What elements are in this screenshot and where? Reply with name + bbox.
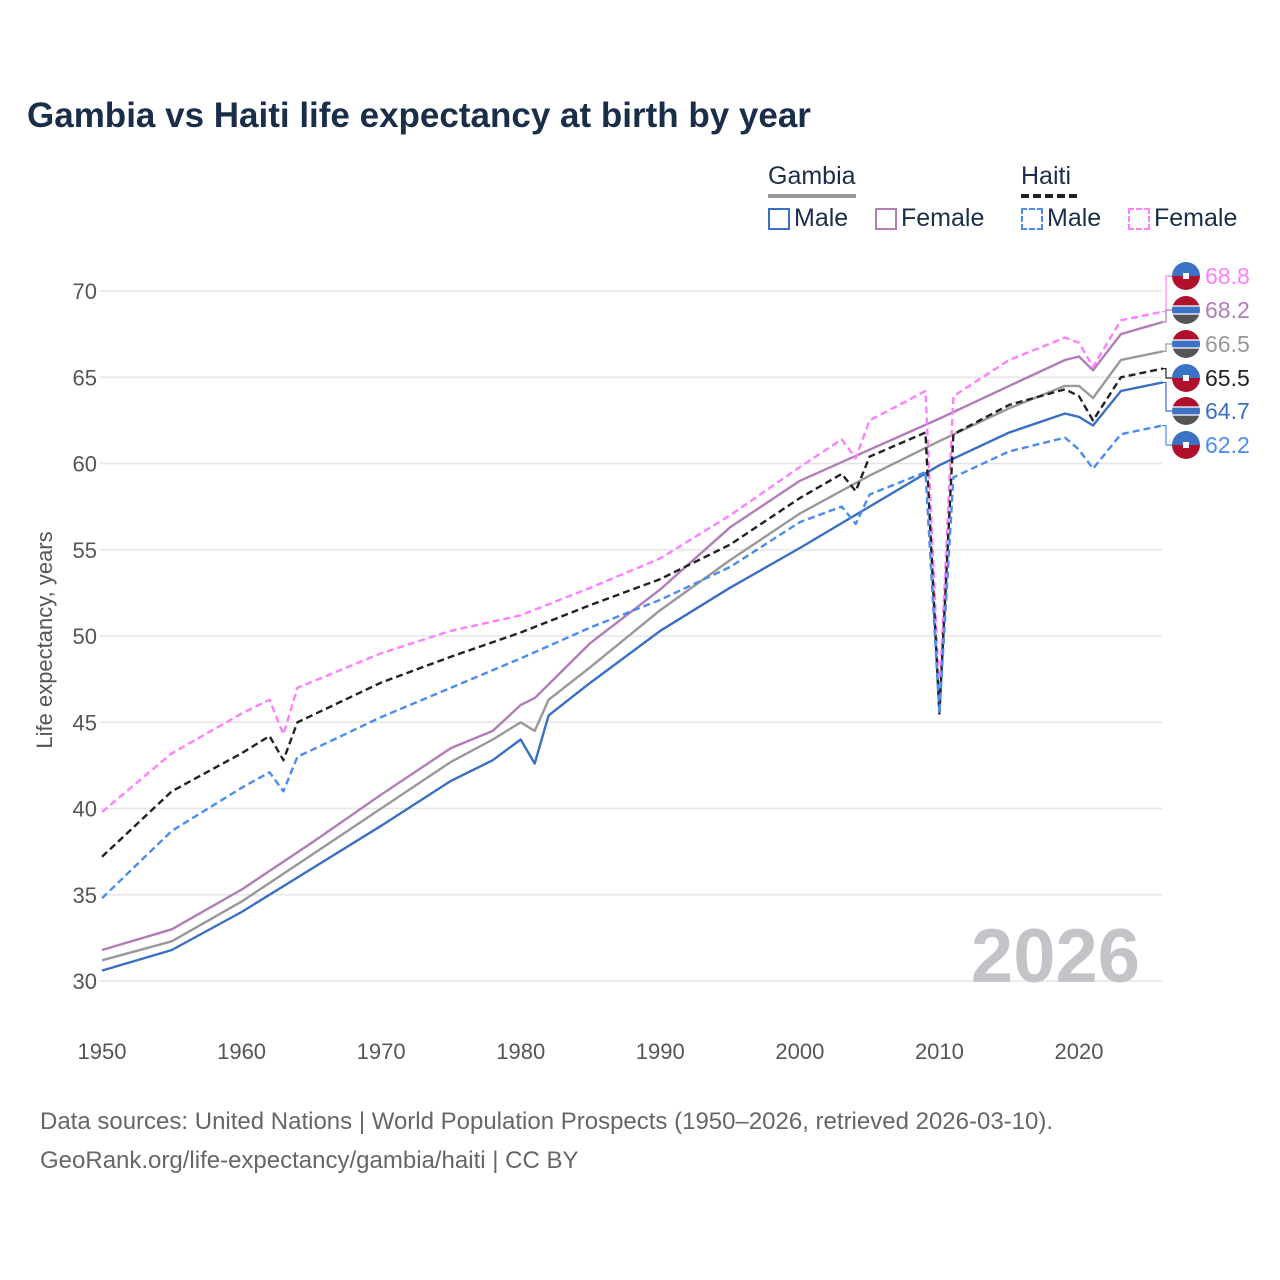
legend-group-haiti: Haiti	[1021, 162, 1077, 198]
legend-swatch	[1021, 207, 1043, 230]
legend-label: Female	[1154, 204, 1238, 232]
x-tick-label: 1950	[78, 1039, 127, 1064]
y-tick-label: 30	[73, 969, 97, 994]
end-value-label: 68.2	[1205, 297, 1250, 323]
haiti-flag-icon	[1172, 364, 1200, 392]
x-tick-label: 1990	[636, 1039, 685, 1064]
y-tick-label: 60	[73, 452, 97, 477]
legend-label: Male	[794, 204, 849, 232]
x-tick-label: 1970	[357, 1039, 406, 1064]
legend-gambia-label: Gambia	[768, 162, 856, 190]
haiti-flag-icon	[1172, 262, 1200, 290]
y-tick-label: 70	[73, 279, 97, 304]
series-line-gambia-male	[101, 381, 1163, 972]
haiti-flag-icon	[1172, 431, 1200, 459]
y-tick-label: 40	[73, 797, 97, 822]
label-leader	[1162, 424, 1172, 446]
label-leader	[1162, 368, 1172, 379]
gambia-flag-icon	[1172, 296, 1200, 324]
series-line-gambia	[101, 350, 1163, 962]
legend-gambia-female[interactable]: Female	[875, 204, 984, 233]
y-tick-label: 50	[73, 624, 97, 649]
footer-sources: Data sources: United Nations | World Pop…	[40, 1108, 1054, 1135]
legend-label: Male	[1047, 204, 1102, 232]
series-line-gambia-female	[101, 320, 1164, 952]
legend-haiti-male[interactable]: Male	[1021, 204, 1101, 233]
x-tick-label: 1980	[496, 1039, 545, 1064]
legend-swatch	[768, 207, 790, 230]
legend-gambia-male[interactable]: Male	[768, 204, 848, 233]
gambia-flag-icon	[1172, 330, 1200, 358]
end-value-label: 62.2	[1205, 432, 1250, 458]
y-axis-label: Life expectancy, years	[32, 531, 57, 748]
end-value-label: 66.5	[1205, 331, 1250, 357]
end-value-label: 64.7	[1205, 398, 1250, 424]
label-leader	[1162, 309, 1172, 323]
end-value-label: 68.8	[1205, 263, 1250, 289]
legend-swatch	[1128, 207, 1150, 230]
end-value-label: 65.5	[1205, 365, 1250, 391]
legend-haiti-label: Haiti	[1021, 162, 1072, 190]
gambia-flag-icon	[1172, 397, 1200, 425]
label-leader	[1162, 381, 1172, 412]
legend-swatch	[875, 207, 897, 230]
chart-title: Gambia vs Haiti life expectancy at birth…	[27, 96, 811, 135]
legend-label: Female	[901, 204, 985, 232]
x-tick-label: 2010	[915, 1039, 964, 1064]
legend-gambia-swatch	[768, 194, 856, 198]
legend-haiti-swatch	[1021, 194, 1077, 198]
legend-group-gambia: Gambia	[768, 162, 856, 198]
series-line-haiti	[101, 367, 1163, 858]
label-leader	[1162, 275, 1172, 313]
x-tick-label: 2020	[1055, 1039, 1104, 1064]
y-tick-label: 65	[73, 365, 97, 390]
x-tick-label: 2000	[775, 1039, 824, 1064]
series-line-haiti-male	[101, 424, 1163, 900]
year-watermark: 2026	[971, 914, 1140, 999]
y-tick-label: 55	[73, 538, 97, 563]
x-tick-label: 1960	[217, 1039, 266, 1064]
footer-link[interactable]: GeoRank.org/life-expectancy/gambia/haiti…	[40, 1147, 579, 1174]
series-line-haiti-female	[101, 310, 1163, 813]
legend-haiti-female[interactable]: Female	[1128, 204, 1237, 233]
y-tick-label: 35	[73, 883, 97, 908]
y-tick-label: 45	[73, 710, 97, 735]
label-leader	[1162, 343, 1172, 352]
